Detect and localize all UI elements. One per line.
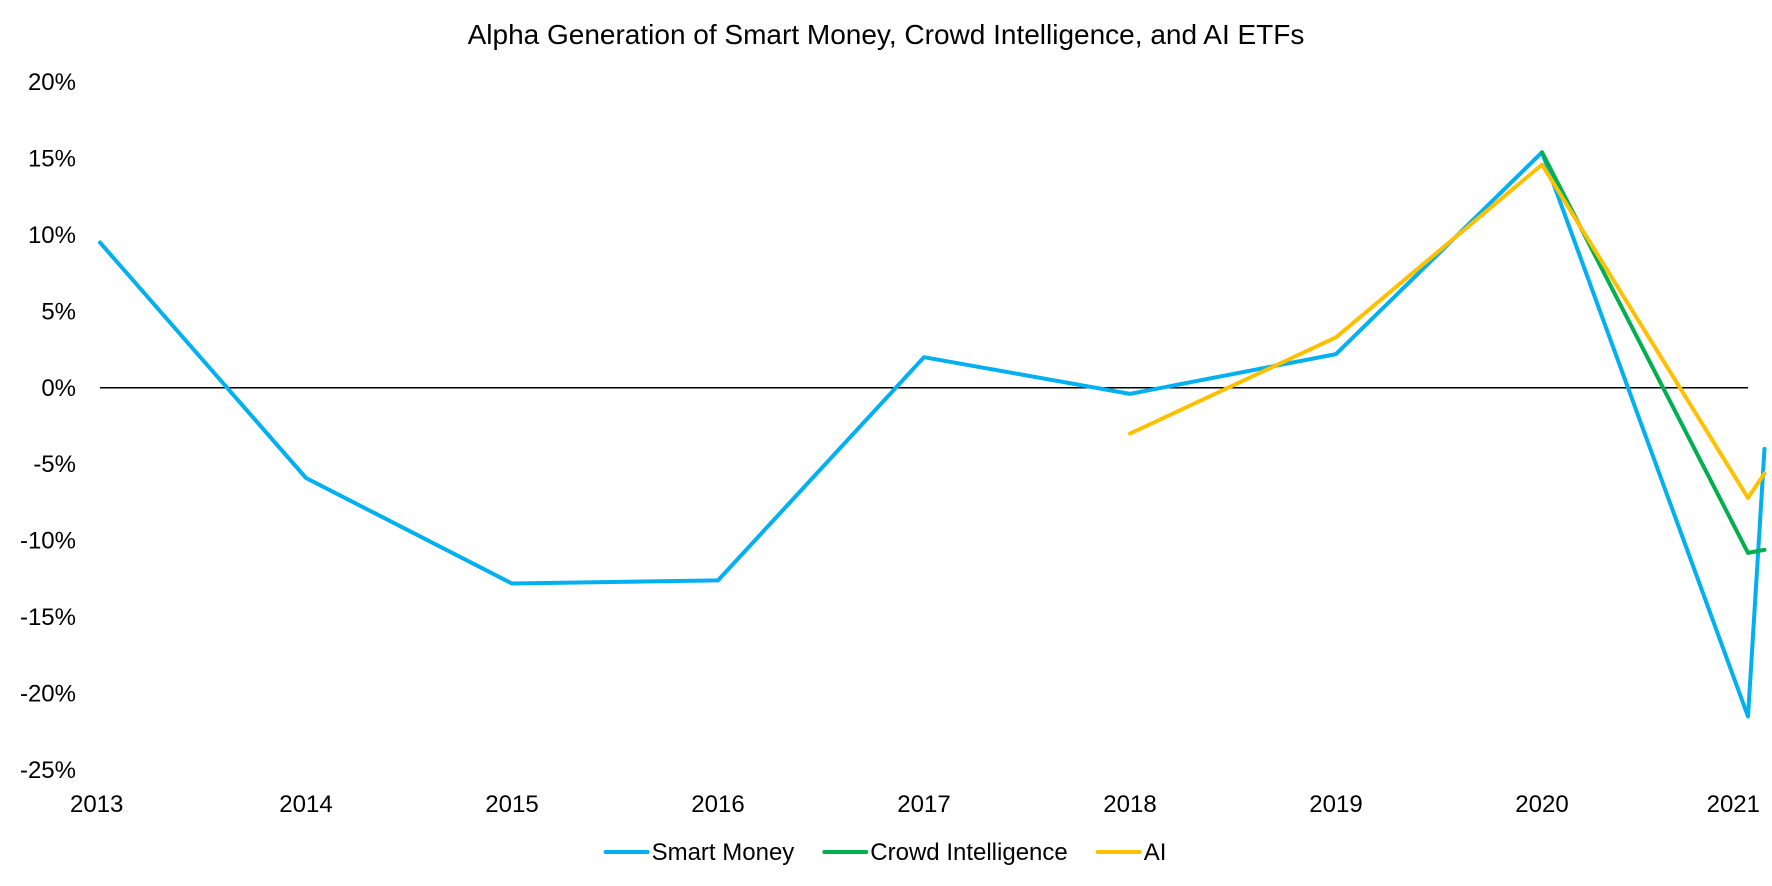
y-tick-label: 10% (28, 222, 76, 249)
y-tick-label: -25% (20, 757, 76, 784)
y-axis: 20% 15% 10% 5% 0% -5% -10% -15% -20% -25% (20, 69, 76, 784)
x-tick-label: 2017 (897, 791, 950, 818)
x-tick-label: 2018 (1103, 791, 1156, 818)
x-tick-label: 2015 (485, 791, 538, 818)
y-tick-label: 20% (28, 69, 76, 96)
x-tick-label: 2014 (279, 791, 332, 818)
y-tick-label: -10% (20, 528, 76, 555)
legend-label-crowd-intelligence: Crowd Intelligence (870, 839, 1067, 866)
series-line-smart-money (98, 150, 1767, 719)
legend-label-smart-money: Smart Money (652, 839, 795, 866)
legend: Smart Money Crowd Intelligence AI (603, 839, 1167, 866)
y-tick-label: -5% (33, 451, 76, 478)
y-tick-label: -20% (20, 681, 76, 708)
series-line-crowd-intelligence (1540, 150, 1767, 555)
x-tick-label: 2021 (1707, 791, 1760, 818)
x-tick-label: 2013 (70, 791, 123, 818)
y-tick-label: -15% (20, 604, 76, 631)
y-tick-label: 15% (28, 145, 76, 172)
chart-title: Alpha Generation of Smart Money, Crowd I… (468, 19, 1305, 50)
x-axis: 2013 2014 2015 2016 2017 2018 2019 2020 2021 (70, 791, 1760, 818)
series-layer (98, 150, 1767, 719)
series-line-ai (1128, 162, 1767, 500)
x-tick-label: 2016 (691, 791, 744, 818)
y-tick-label: 5% (41, 298, 76, 325)
x-tick-label: 2019 (1309, 791, 1362, 818)
legend-label-ai: AI (1144, 839, 1167, 866)
x-tick-label: 2020 (1515, 791, 1568, 818)
y-tick-label: 0% (41, 375, 76, 402)
